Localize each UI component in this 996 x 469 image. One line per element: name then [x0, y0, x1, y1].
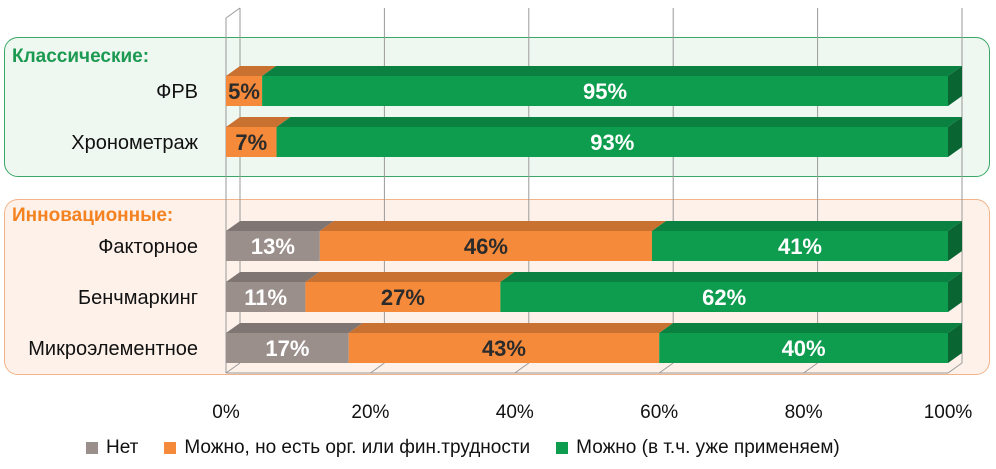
bar-segment	[659, 333, 948, 363]
legend-swatch-difficult	[164, 442, 177, 454]
data-label: 11%	[244, 285, 287, 310]
bar-segment-side	[948, 117, 962, 157]
bar-segment	[226, 282, 306, 312]
chart-legend: Нет Можно, но есть орг. или фин.трудност…	[86, 437, 866, 459]
bar-segment-top	[262, 66, 963, 76]
floor-depth-line	[514, 362, 530, 374]
legend-item-possible: Можно (в т.ч. уже применяем)	[556, 437, 840, 459]
bar-segment	[226, 333, 349, 363]
bar-segment-side	[948, 272, 962, 312]
bar-segment-top	[226, 272, 320, 282]
data-label: 93%	[590, 130, 634, 155]
bar-segment-top	[319, 221, 666, 231]
bar-segment	[305, 282, 501, 312]
bar-segment	[500, 282, 948, 312]
legend-label-difficult: Можно, но есть орг. или фин.трудности	[184, 437, 531, 458]
bar-segment	[226, 231, 320, 261]
category-label: ФРВ	[156, 81, 198, 103]
data-label: 5%	[228, 79, 260, 104]
legend-swatch-no	[86, 442, 98, 454]
legend-item-no: Нет	[86, 437, 138, 459]
x-tick-label: 60%	[640, 402, 678, 423]
data-label: 27%	[381, 285, 425, 310]
bar-segment-side	[948, 323, 962, 363]
bar-segment	[262, 76, 949, 106]
x-tick-label: 20%	[351, 402, 389, 423]
bar-segment-top	[226, 323, 363, 333]
bar-segment-top	[276, 117, 962, 127]
bar-segment-top	[651, 221, 962, 231]
bar-segment-top	[226, 117, 291, 127]
data-label: 40%	[782, 336, 826, 361]
x-tick-label: 100%	[924, 402, 973, 423]
bar-segment-top	[305, 272, 515, 282]
floor-depth-line	[947, 362, 963, 374]
bar-segment-top	[348, 323, 674, 333]
group-title-classic: Классические:	[12, 46, 150, 67]
floor-depth-line	[658, 362, 674, 374]
group-title-innovative: Инновационные:	[12, 205, 174, 226]
bar-segment	[348, 333, 660, 363]
x-tick-label: 40%	[496, 402, 534, 423]
data-label: 43%	[482, 336, 526, 361]
bar-segment	[226, 76, 263, 106]
data-label: 17%	[265, 336, 309, 361]
data-label: 95%	[583, 79, 627, 104]
bar-segment-side	[948, 66, 962, 106]
category-label: Хронометраж	[71, 132, 198, 154]
bar-segment	[319, 231, 652, 261]
category-label: Микроэлементное	[28, 338, 198, 360]
floor-depth-line	[803, 362, 818, 374]
data-label: 46%	[464, 234, 508, 259]
category-label: Факторное	[98, 236, 198, 258]
floor-depth-line	[225, 362, 241, 374]
bar-segment	[651, 231, 948, 261]
bar-segment-top	[226, 221, 334, 231]
y-axis-depth-line	[225, 7, 241, 19]
data-label: 13%	[251, 234, 295, 259]
data-label: 41%	[778, 234, 822, 259]
floor-depth-line	[370, 362, 385, 374]
data-label: 7%	[235, 130, 267, 155]
legend-swatch-possible	[556, 442, 569, 454]
bar-segment-side	[948, 221, 962, 261]
bar-segment	[276, 127, 948, 157]
data-label: 62%	[702, 285, 746, 310]
category-label: Бенчмаркинг	[78, 287, 198, 309]
bar-segment	[226, 127, 277, 157]
bar-segment-top	[659, 323, 962, 333]
bar-segment-top	[226, 66, 277, 76]
x-tick-label: 0%	[212, 402, 240, 423]
x-tick-label: 80%	[785, 402, 823, 423]
legend-label-no: Нет	[106, 437, 139, 458]
bar-segment-top	[500, 272, 962, 282]
legend-label-possible: Можно (в т.ч. уже применяем)	[576, 437, 840, 458]
legend-item-difficult: Можно, но есть орг. или фин.трудности	[164, 437, 530, 459]
